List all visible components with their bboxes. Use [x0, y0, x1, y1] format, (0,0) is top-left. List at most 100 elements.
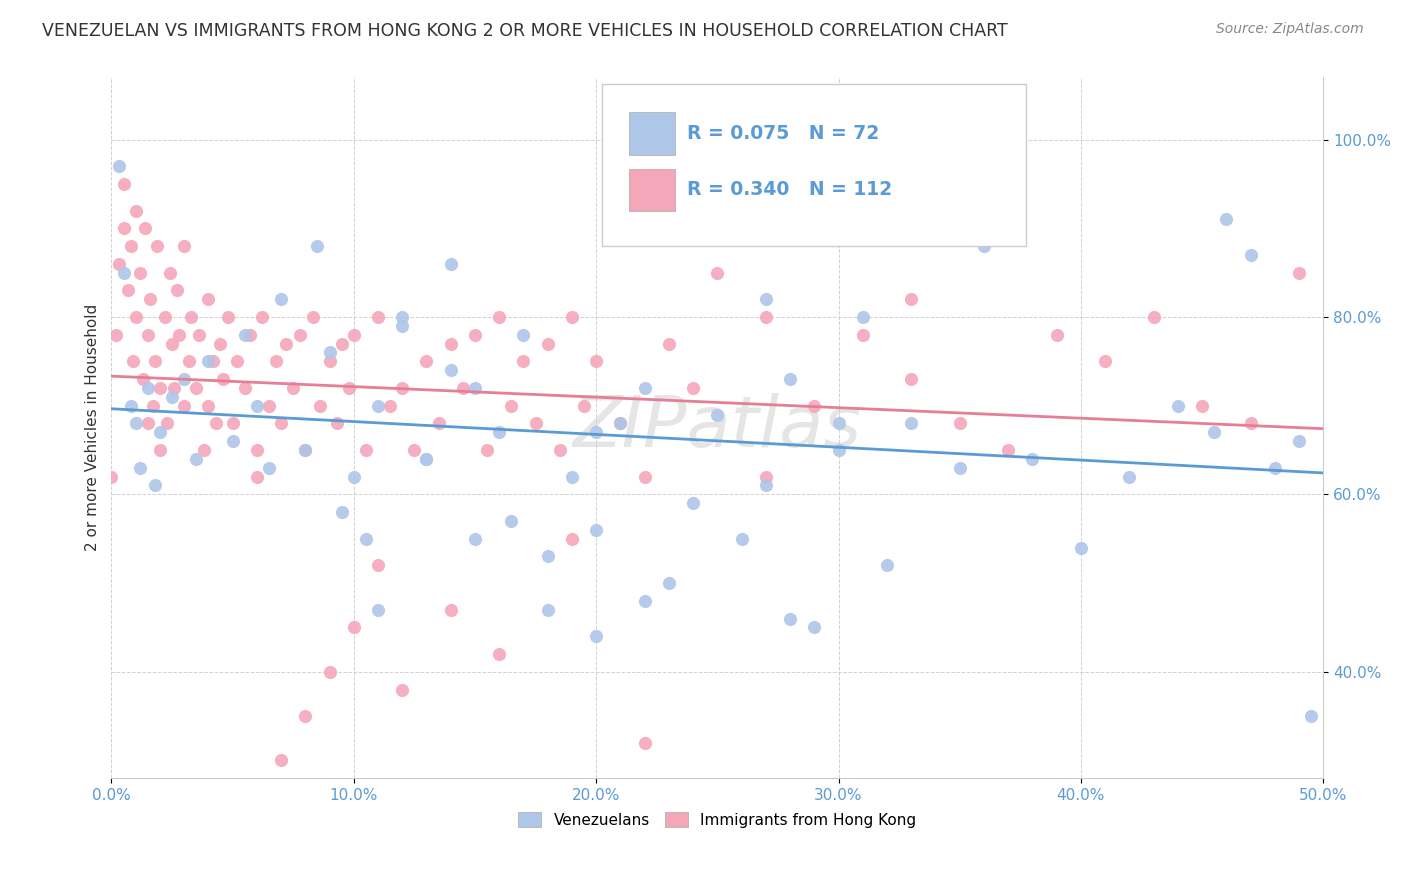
Point [186, 381, 208, 395]
Point [1167, 399, 1189, 413]
Point [290, 327, 312, 342]
Point [173, 239, 195, 253]
Point [609, 417, 631, 431]
Point [221, 434, 243, 449]
Point [173, 372, 195, 386]
Point [270, 754, 292, 768]
Point [1142, 310, 1164, 324]
Point [572, 399, 595, 413]
Point [330, 336, 353, 351]
Point [122, 354, 145, 368]
Point [105, 327, 128, 342]
Point [706, 266, 728, 280]
Point [124, 310, 146, 324]
Point [226, 354, 249, 368]
Point [246, 469, 269, 483]
Point [153, 310, 176, 324]
Point [464, 532, 486, 546]
Point [464, 381, 486, 395]
Y-axis label: 2 or more Vehicles in Household: 2 or more Vehicles in Household [86, 304, 100, 551]
Point [149, 425, 172, 440]
Point [755, 469, 778, 483]
Point [318, 354, 340, 368]
Point [633, 736, 655, 750]
Point [1204, 425, 1226, 440]
Point [212, 372, 235, 386]
Point [129, 266, 152, 280]
Point [440, 336, 463, 351]
Point [1288, 434, 1310, 449]
Point [204, 417, 226, 431]
Text: ZIPatlas: ZIPatlas [572, 393, 862, 462]
Text: R = 0.075   N = 72: R = 0.075 N = 72 [688, 124, 879, 143]
Point [827, 442, 849, 457]
Point [143, 354, 166, 368]
Point [900, 292, 922, 306]
Point [221, 417, 243, 431]
Point [307, 239, 329, 253]
Point [257, 399, 280, 413]
Point [1264, 460, 1286, 475]
Point [1239, 248, 1261, 262]
Point [209, 336, 232, 351]
Point [124, 203, 146, 218]
Point [501, 399, 523, 413]
Point [343, 469, 366, 483]
Point [160, 390, 183, 404]
Point [585, 629, 607, 643]
Legend: Venezuelans, Immigrants from Hong Kong: Venezuelans, Immigrants from Hong Kong [512, 805, 922, 834]
Point [107, 159, 129, 173]
Point [488, 647, 510, 661]
Point [1239, 417, 1261, 431]
Point [779, 611, 801, 625]
Point [682, 381, 704, 395]
Point [1094, 354, 1116, 368]
Point [318, 345, 340, 359]
Point [585, 354, 607, 368]
Point [367, 602, 389, 616]
Point [682, 496, 704, 510]
Point [136, 381, 159, 395]
Point [160, 336, 183, 351]
Point [134, 221, 156, 235]
Point [142, 399, 165, 413]
Point [658, 336, 681, 351]
Point [440, 602, 463, 616]
Point [427, 417, 450, 431]
Point [561, 469, 583, 483]
Point [166, 283, 188, 297]
Point [264, 354, 287, 368]
Point [367, 399, 389, 413]
Point [257, 460, 280, 475]
Point [270, 292, 292, 306]
Bar [628, 169, 675, 211]
Point [512, 354, 534, 368]
Point [415, 451, 437, 466]
Point [378, 399, 401, 413]
Point [1288, 266, 1310, 280]
Point [146, 239, 169, 253]
Point [177, 354, 200, 368]
Point [283, 381, 305, 395]
Point [852, 327, 875, 342]
Point [488, 310, 510, 324]
Point [193, 442, 215, 457]
Point [537, 549, 560, 564]
Point [217, 310, 239, 324]
Point [330, 505, 353, 519]
Point [755, 292, 778, 306]
Point [1191, 399, 1213, 413]
Point [367, 310, 389, 324]
Point [1215, 212, 1237, 227]
Point [156, 417, 179, 431]
Point [404, 442, 426, 457]
Point [561, 310, 583, 324]
Point [391, 381, 413, 395]
Point [139, 292, 162, 306]
Point [159, 266, 181, 280]
Point [308, 399, 330, 413]
Point [537, 602, 560, 616]
Point [755, 478, 778, 492]
Point [440, 363, 463, 377]
Point [391, 310, 413, 324]
